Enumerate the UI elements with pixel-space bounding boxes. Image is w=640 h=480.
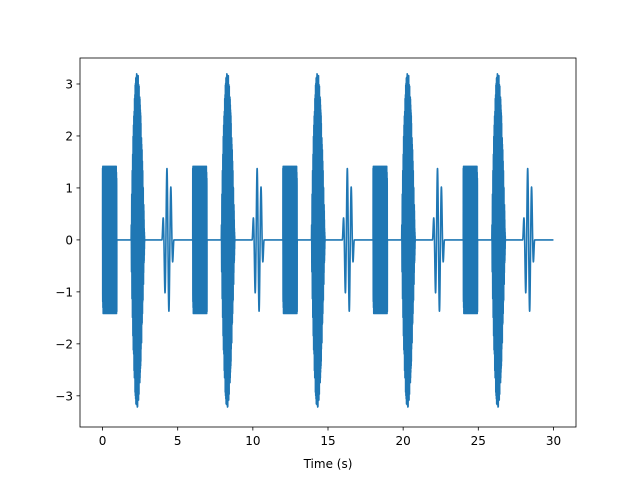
y-tick-label: −2 [55,337,73,351]
x-axis-label: Time (s) [303,457,353,471]
dense-burst-block [463,166,478,314]
x-tick-label: 0 [99,434,107,448]
dense-burst-block [192,166,208,314]
y-axis-ticks: −3 −2 −1 0 1 2 3 [55,77,80,403]
x-tick-label: 30 [546,434,561,448]
y-tick-label: 0 [65,233,73,247]
x-tick-label: 10 [245,434,260,448]
series-line [101,72,555,408]
y-tick-label: 3 [65,77,73,91]
dense-burst-block [373,166,388,314]
y-tick-label: 2 [65,129,73,143]
x-tick-label: 25 [471,434,486,448]
y-tick-label: −3 [55,389,73,403]
dense-burst-block [102,166,117,314]
x-tick-label: 20 [396,434,411,448]
dense-burst-block [282,166,298,314]
y-tick-label: −1 [55,285,73,299]
x-axis-ticks: 0 5 10 15 20 25 30 [99,427,561,448]
y-tick-label: 1 [65,181,73,195]
x-tick-label: 5 [174,434,182,448]
plot-area [79,57,577,428]
x-tick-label: 15 [320,434,335,448]
series-layer [101,72,555,408]
